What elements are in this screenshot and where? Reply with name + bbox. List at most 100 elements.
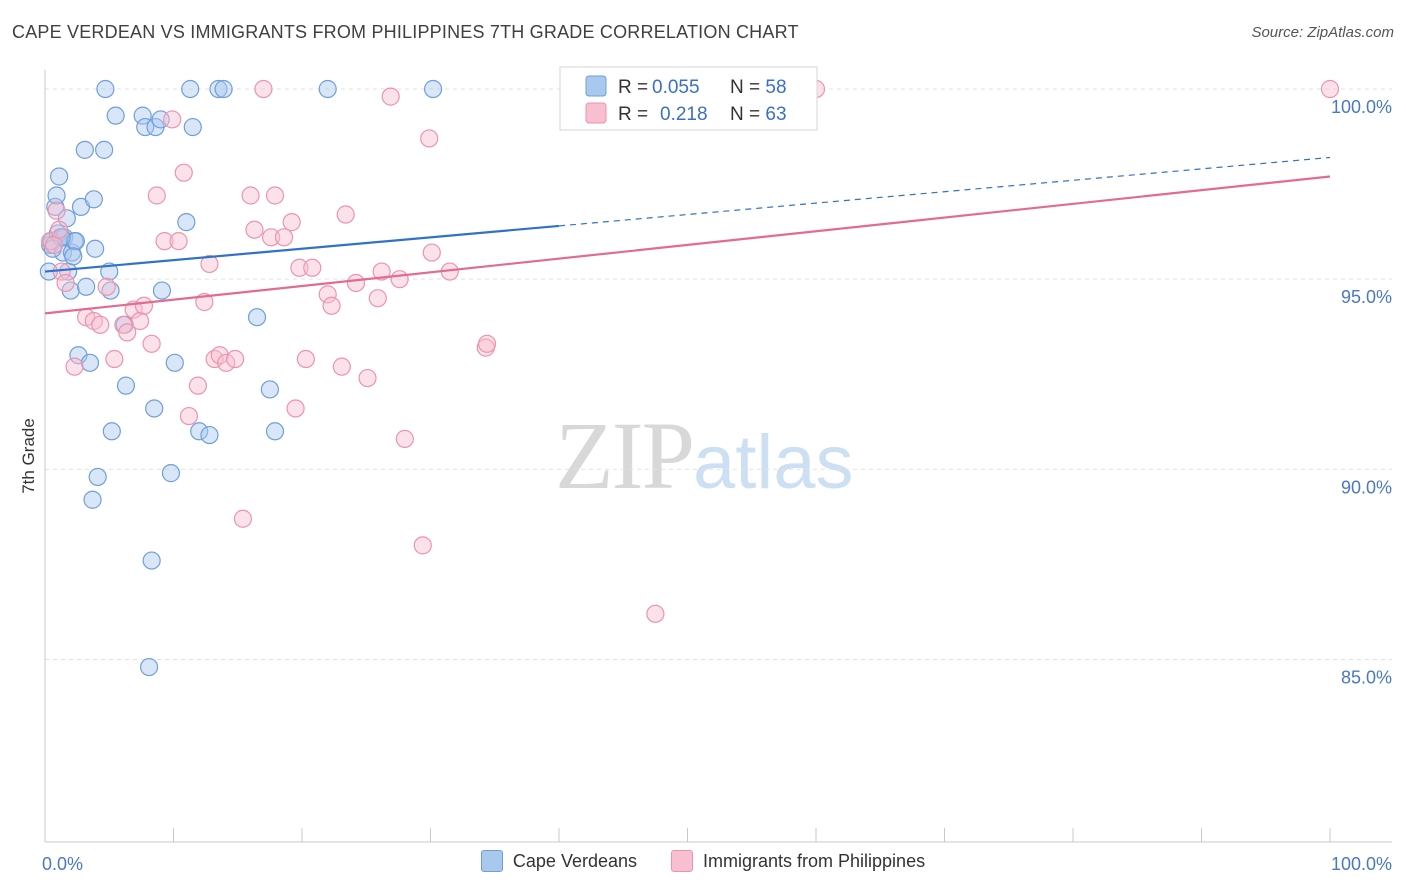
point-philippines (422, 243, 441, 262)
point-philippines (1320, 79, 1340, 99)
point-philippines (318, 285, 337, 304)
trendline-philippines (44, 175, 1331, 315)
point-philippines (169, 232, 188, 251)
point-philippines (174, 163, 193, 182)
source-label: Source: ZipAtlas.com (1251, 24, 1394, 41)
y-tick-label: 95.0% (1341, 287, 1392, 307)
point-cape-verdean (181, 79, 200, 99)
point-cape-verdean (84, 190, 103, 209)
point-cape-verdean (423, 79, 443, 99)
point-philippines (118, 323, 137, 342)
n-value: 63 (765, 104, 786, 125)
point-cape-verdean (139, 657, 159, 677)
point-cape-verdean (50, 167, 69, 186)
point-cape-verdean (260, 380, 279, 399)
point-philippines (372, 262, 391, 281)
point-philippines (91, 315, 110, 334)
point-philippines (179, 406, 199, 426)
watermark-atlas: atlas (693, 420, 854, 505)
stats-swatch-blue (585, 75, 607, 97)
point-cape-verdean (136, 117, 155, 137)
point-cape-verdean (133, 106, 152, 125)
point-philippines (44, 235, 64, 255)
n-label: N = (730, 104, 765, 125)
point-philippines (381, 87, 400, 106)
point-cape-verdean (75, 140, 94, 159)
bottom-legend: Cape Verdeans Immigrants from Philippine… (0, 850, 1406, 872)
point-philippines (413, 536, 432, 555)
point-philippines (358, 368, 377, 388)
point-cape-verdean (145, 399, 164, 418)
watermark-zip: ZIP (555, 402, 695, 509)
point-cape-verdean (152, 281, 172, 300)
point-philippines (274, 228, 294, 247)
point-philippines (322, 296, 341, 315)
point-cape-verdean (165, 353, 184, 372)
point-cape-verdean (77, 277, 96, 296)
y-tick-label: 85.0% (1341, 667, 1392, 687)
point-cape-verdean (95, 140, 114, 159)
point-philippines (65, 357, 84, 376)
point-cape-verdean (86, 239, 105, 258)
point-cape-verdean (80, 353, 100, 372)
chart-title: CAPE VERDEAN VS IMMIGRANTS FROM PHILIPPI… (12, 22, 799, 42)
y-axis-title: 7th Grade (19, 418, 38, 494)
stats-legend: R = 0.055 N = 58 R = 0.218 N = 63 (559, 66, 818, 131)
point-cape-verdean (265, 422, 285, 441)
point-cape-verdean (64, 247, 83, 266)
point-cape-verdean (106, 106, 125, 125)
point-cape-verdean (318, 79, 337, 99)
point-cape-verdean (88, 467, 107, 487)
trendline-cape-verdeans (44, 224, 560, 273)
legend-swatch-blue (480, 850, 503, 872)
point-cape-verdean (66, 232, 85, 251)
point-philippines (477, 334, 497, 353)
point-philippines (336, 205, 355, 224)
point-philippines (147, 186, 166, 205)
y-tick-label: 100.0% (1331, 97, 1392, 117)
point-philippines (188, 376, 208, 395)
r-value: 0.218 (660, 104, 708, 125)
point-cape-verdean (183, 117, 202, 137)
point-philippines (265, 186, 285, 205)
point-cape-verdean (214, 79, 233, 99)
point-philippines (646, 604, 665, 623)
point-philippines (47, 201, 66, 220)
point-philippines (97, 277, 116, 296)
point-philippines (420, 129, 439, 148)
point-philippines (262, 228, 281, 247)
point-cape-verdean (83, 490, 102, 509)
n-label: N = (730, 77, 765, 98)
point-philippines (155, 232, 174, 251)
point-philippines (346, 273, 366, 293)
point-philippines (210, 346, 229, 365)
x-tick-label: 100.0% (1331, 854, 1392, 874)
point-philippines (390, 270, 409, 289)
y-tick-label: 90.0% (1341, 477, 1392, 497)
point-cape-verdean (209, 79, 228, 99)
point-philippines (56, 273, 75, 293)
point-philippines (105, 349, 124, 369)
point-philippines (134, 296, 154, 315)
point-philippines (296, 349, 315, 369)
point-philippines (303, 258, 322, 277)
point-philippines (332, 357, 351, 376)
legend-item-philippines: Immigrants from Philippines (671, 850, 925, 872)
point-philippines (254, 79, 273, 99)
point-philippines (217, 353, 236, 372)
r-label: R = (618, 104, 653, 125)
point-cape-verdean (190, 422, 209, 441)
legend-label-cape-verdeans: Cape Verdeans (512, 850, 637, 871)
stats-swatch-pink (585, 102, 607, 124)
r-value: 0.055 (652, 77, 700, 98)
point-cape-verdean (47, 186, 66, 205)
point-philippines (50, 220, 69, 239)
point-philippines (245, 220, 264, 239)
point-philippines (368, 289, 387, 308)
point-philippines (233, 509, 252, 528)
point-philippines (395, 429, 414, 448)
point-cape-verdean (102, 422, 121, 441)
point-philippines (130, 311, 150, 331)
stats-row-pink: R = 0.218 N = 63 (618, 104, 787, 125)
